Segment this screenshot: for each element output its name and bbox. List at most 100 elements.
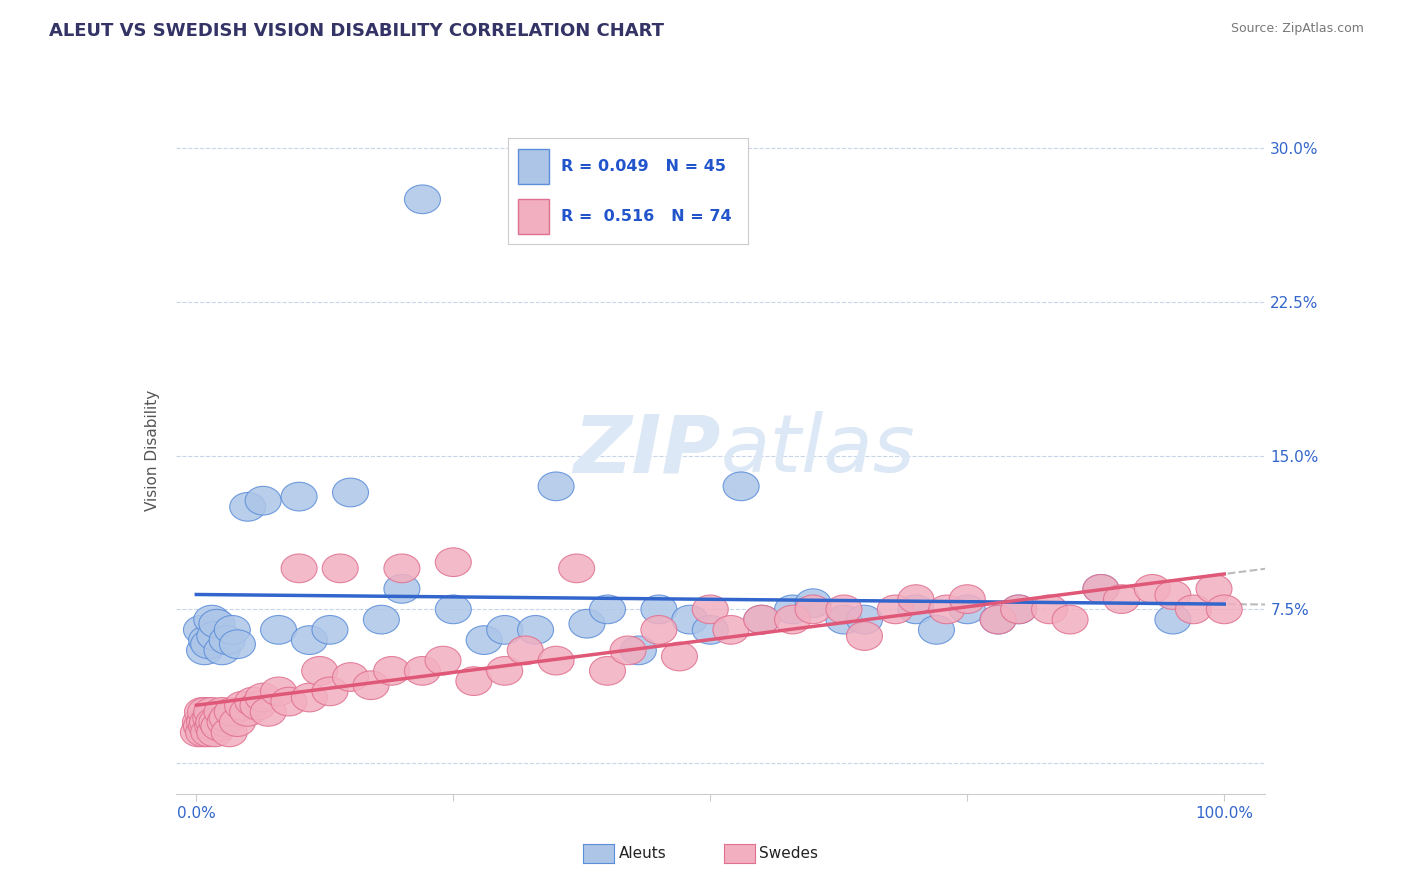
Ellipse shape (1083, 574, 1119, 603)
Ellipse shape (229, 698, 266, 726)
Ellipse shape (538, 647, 574, 675)
Ellipse shape (1175, 595, 1212, 624)
Ellipse shape (193, 704, 229, 732)
Ellipse shape (1154, 581, 1191, 609)
Ellipse shape (332, 478, 368, 507)
Ellipse shape (538, 472, 574, 500)
Ellipse shape (183, 712, 219, 740)
Ellipse shape (877, 595, 914, 624)
Ellipse shape (209, 626, 245, 655)
Text: Swedes: Swedes (759, 847, 818, 861)
Ellipse shape (260, 677, 297, 706)
Ellipse shape (456, 666, 492, 696)
Ellipse shape (281, 483, 318, 511)
Ellipse shape (692, 595, 728, 624)
Ellipse shape (332, 663, 368, 691)
Ellipse shape (219, 707, 256, 737)
Ellipse shape (363, 606, 399, 634)
Ellipse shape (353, 671, 389, 699)
Ellipse shape (250, 698, 287, 726)
Ellipse shape (245, 486, 281, 515)
Ellipse shape (191, 630, 226, 658)
Ellipse shape (271, 687, 307, 716)
Ellipse shape (219, 630, 256, 658)
Ellipse shape (589, 657, 626, 685)
Ellipse shape (1001, 595, 1036, 624)
Ellipse shape (186, 718, 222, 747)
Ellipse shape (195, 712, 231, 740)
Text: ALEUT VS SWEDISH VISION DISABILITY CORRELATION CHART: ALEUT VS SWEDISH VISION DISABILITY CORRE… (49, 22, 664, 40)
Ellipse shape (425, 647, 461, 675)
Ellipse shape (204, 698, 240, 726)
Ellipse shape (384, 554, 420, 582)
Ellipse shape (796, 589, 831, 617)
Ellipse shape (198, 707, 235, 737)
Ellipse shape (198, 609, 235, 638)
Ellipse shape (486, 615, 523, 644)
Ellipse shape (405, 657, 440, 685)
Text: Source: ZipAtlas.com: Source: ZipAtlas.com (1230, 22, 1364, 36)
Ellipse shape (929, 595, 965, 624)
Ellipse shape (183, 707, 218, 737)
Ellipse shape (775, 595, 810, 624)
Ellipse shape (302, 657, 337, 685)
Ellipse shape (692, 615, 728, 644)
Ellipse shape (225, 691, 260, 720)
Ellipse shape (312, 677, 347, 706)
Ellipse shape (207, 707, 243, 737)
Ellipse shape (517, 615, 554, 644)
Ellipse shape (194, 606, 229, 634)
Ellipse shape (825, 606, 862, 634)
Ellipse shape (610, 636, 645, 665)
Ellipse shape (744, 606, 780, 634)
Ellipse shape (291, 626, 328, 655)
Ellipse shape (467, 626, 502, 655)
Ellipse shape (436, 548, 471, 576)
Ellipse shape (949, 585, 986, 614)
Ellipse shape (1032, 595, 1067, 624)
Ellipse shape (744, 606, 780, 634)
Ellipse shape (180, 718, 217, 747)
Ellipse shape (796, 595, 831, 624)
Ellipse shape (1197, 574, 1232, 603)
Ellipse shape (405, 185, 440, 214)
Ellipse shape (191, 718, 226, 747)
Ellipse shape (569, 609, 605, 638)
Ellipse shape (197, 622, 233, 650)
Ellipse shape (188, 626, 225, 655)
Ellipse shape (194, 698, 229, 726)
Ellipse shape (183, 615, 219, 644)
Ellipse shape (229, 492, 266, 521)
Ellipse shape (201, 712, 238, 740)
Ellipse shape (898, 595, 934, 624)
Ellipse shape (245, 683, 281, 712)
Ellipse shape (508, 636, 543, 665)
Ellipse shape (713, 615, 749, 644)
Ellipse shape (214, 615, 250, 644)
Ellipse shape (184, 698, 221, 726)
Ellipse shape (187, 698, 224, 726)
Ellipse shape (1001, 595, 1036, 624)
Ellipse shape (281, 554, 318, 582)
Ellipse shape (291, 683, 328, 712)
Ellipse shape (187, 636, 222, 665)
Ellipse shape (1206, 595, 1243, 624)
Ellipse shape (589, 595, 626, 624)
Text: ZIP: ZIP (574, 411, 721, 490)
Ellipse shape (235, 687, 271, 716)
Ellipse shape (214, 698, 250, 726)
Ellipse shape (312, 615, 347, 644)
Ellipse shape (240, 691, 276, 720)
Ellipse shape (980, 606, 1017, 634)
Ellipse shape (775, 606, 810, 634)
Ellipse shape (211, 718, 247, 747)
Ellipse shape (898, 585, 934, 614)
Ellipse shape (260, 615, 297, 644)
Y-axis label: Vision Disability: Vision Disability (145, 390, 160, 511)
Ellipse shape (209, 704, 245, 732)
Ellipse shape (1052, 606, 1088, 634)
Ellipse shape (197, 718, 233, 747)
Ellipse shape (436, 595, 471, 624)
Text: atlas: atlas (721, 411, 915, 490)
Ellipse shape (918, 615, 955, 644)
